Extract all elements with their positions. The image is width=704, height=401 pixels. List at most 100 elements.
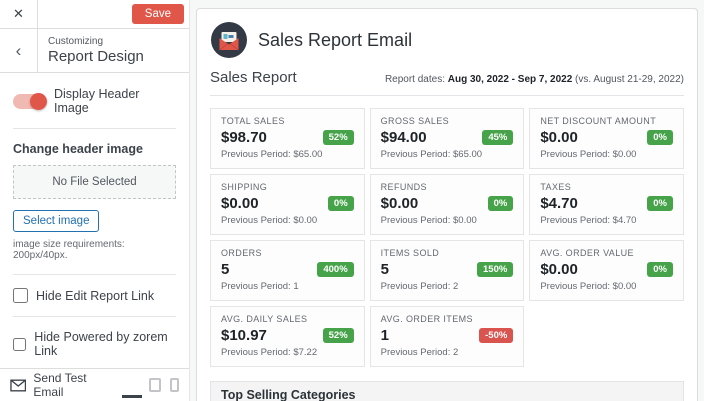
stat-badge: 45%: [482, 130, 514, 145]
stat-previous: Previous Period: $4.70: [540, 215, 637, 226]
stat-label: TAXES: [540, 182, 572, 192]
hide-edit-report-link-label: Hide Edit Report Link: [36, 288, 155, 303]
customizing-label: Customizing: [48, 36, 104, 47]
stat-card-avg-daily-sales: AVG. DAILY SALES $10.97 52% Previous Peri…: [210, 306, 365, 367]
stat-label: GROSS SALES: [380, 116, 450, 126]
stat-card-avg-order-items: AVG. ORDER ITEMS 1 -50% Previous Period: …: [369, 306, 525, 367]
stats-grid: TOTAL SALES $98.70 52% Previous Period: $…: [210, 108, 684, 367]
image-size-requirements: image size requirements: 200px/40px.: [13, 239, 125, 261]
controls-section: Display Header Image Change header image…: [0, 73, 189, 358]
stat-badge: 150%: [477, 262, 514, 277]
send-test-email-button[interactable]: Send Test Email: [33, 371, 87, 399]
email-title: Sales Report Email: [258, 29, 413, 50]
display-header-toggle[interactable]: [13, 92, 47, 110]
hide-powered-by-link-checkbox[interactable]: [13, 336, 27, 352]
stat-previous: Previous Period: $65.00: [380, 149, 483, 160]
stat-label: NET DISCOUNT AMOUNT: [540, 116, 657, 126]
file-drop-area[interactable]: No File Selected: [13, 165, 176, 199]
report-dates: Report dates: Aug 30, 2022 - Sep 7, 2022…: [384, 74, 684, 85]
stat-label: ORDERS: [221, 248, 262, 258]
customizer-sidebar: ✕ Save ‹ Customizing Report Design Displ…: [0, 0, 190, 401]
stat-value: $0.00: [540, 129, 578, 146]
device-preview-switcher: [122, 378, 179, 398]
stat-badge: 52%: [322, 328, 354, 343]
phone-preview-icon[interactable]: [170, 378, 179, 392]
hide-powered-by-link-row: Hide Powered by zorem Link: [13, 330, 176, 358]
email-header: Sales Report Email: [210, 21, 684, 59]
stat-value: $94.00: [380, 129, 427, 146]
stat-badge: 0%: [647, 196, 673, 211]
sales-report-email-logo-icon: [211, 22, 247, 58]
chevron-left-icon: ‹: [15, 40, 22, 60]
stat-value: $10.97: [221, 327, 267, 344]
stat-badge: 0%: [647, 262, 673, 277]
stat-label: TOTAL SALES: [221, 116, 285, 126]
stat-previous: Previous Period: 2: [380, 281, 459, 292]
stat-badge: -50%: [479, 328, 514, 343]
stat-card-net-discount: NET DISCOUNT AMOUNT $0.00 0% Previous Per…: [529, 108, 684, 169]
stat-value: $98.70: [221, 129, 267, 146]
stat-value: $0.00: [540, 261, 578, 278]
stat-label: AVG. ORDER ITEMS: [380, 314, 473, 324]
stat-card-orders: ORDERS 5 400% Previous Period: 1: [210, 240, 365, 301]
stat-card-items-sold: ITEMS SOLD 5 150% Previous Period: 2: [369, 240, 525, 301]
select-image-button[interactable]: Select image: [13, 210, 100, 232]
stat-badge: 400%: [317, 262, 354, 277]
stat-label: AVG. DAILY SALES: [221, 314, 308, 324]
hide-edit-report-link-row: Hide Edit Report Link: [13, 288, 176, 303]
toggle-knob: [30, 92, 47, 110]
stat-value: 5: [380, 261, 389, 278]
report-titlebar: Sales Report Report dates: Aug 30, 2022 …: [210, 69, 684, 86]
divider: [13, 128, 176, 129]
hide-edit-report-link-checkbox[interactable]: [13, 288, 28, 303]
stat-previous: Previous Period: $0.00: [380, 215, 477, 226]
panel-titles: Customizing Report Design: [38, 29, 154, 72]
save-button[interactable]: Save: [131, 4, 184, 24]
divider: [13, 316, 176, 317]
divider: [13, 274, 176, 275]
stat-value: 5: [221, 261, 230, 278]
stat-value: 1: [380, 327, 389, 344]
email-panel: Sales Report Email Sales Report Report d…: [196, 8, 698, 401]
stat-value: $0.00: [380, 195, 419, 212]
stat-previous: Previous Period: $0.00: [540, 281, 637, 292]
stat-label: SHIPPING: [221, 182, 268, 192]
stat-label: REFUNDS: [380, 182, 427, 192]
hide-powered-by-link-label: Hide Powered by zorem Link: [34, 330, 168, 358]
stat-label: AVG. ORDER VALUE: [540, 248, 634, 258]
stat-label: ITEMS SOLD: [380, 248, 440, 258]
stat-card-avg-order-value: AVG. ORDER VALUE $0.00 0% Previous Period…: [529, 240, 684, 301]
sidebar-footer: Send Test Email: [0, 368, 189, 401]
stat-card-taxes: TAXES $4.70 0% Previous Period: $4.70: [529, 174, 684, 235]
envelope-icon: [10, 379, 27, 391]
top-selling-categories-box: Top Selling Categories Category Name Qua…: [210, 381, 684, 401]
back-button[interactable]: ‹: [0, 29, 38, 72]
tablet-preview-icon[interactable]: [149, 378, 161, 392]
display-header-toggle-row: Display Header Image: [13, 87, 176, 115]
stat-previous: Previous Period: $65.00: [221, 149, 323, 160]
close-icon: ✕: [13, 6, 24, 21]
stat-card-shipping: SHIPPING $0.00 0% Previous Period: $0.00: [210, 174, 365, 235]
stat-card-refunds: REFUNDS $0.00 0% Previous Period: $0.00: [369, 174, 525, 235]
active-device-indicator: [122, 395, 142, 398]
stat-value: $0.00: [221, 195, 259, 212]
stat-card-gross-sales: GROSS SALES $94.00 45% Previous Period: $…: [369, 108, 525, 169]
display-header-toggle-label: Display Header Image: [54, 87, 140, 115]
customizer-topbar: ✕ Save: [0, 0, 189, 29]
stat-previous: Previous Period: 2: [380, 347, 459, 358]
change-header-image-label: Change header image: [13, 142, 143, 156]
panel-header: ‹ Customizing Report Design: [0, 29, 189, 73]
stat-badge: 0%: [327, 196, 354, 211]
top-selling-categories-title: Top Selling Categories: [211, 382, 683, 401]
no-file-selected-text: No File Selected: [52, 176, 137, 188]
stat-card-total-sales: TOTAL SALES $98.70 52% Previous Period: $…: [210, 108, 365, 169]
stat-previous: Previous Period: $7.22: [221, 347, 318, 358]
stat-previous: Previous Period: 1: [221, 281, 299, 292]
close-button[interactable]: ✕: [0, 0, 38, 28]
stat-value: $4.70: [540, 195, 578, 212]
preview-area: Sales Report Email Sales Report Report d…: [190, 0, 704, 401]
stat-badge: 0%: [647, 130, 673, 145]
report-title: Sales Report: [210, 69, 297, 86]
stat-badge: 0%: [487, 196, 514, 211]
